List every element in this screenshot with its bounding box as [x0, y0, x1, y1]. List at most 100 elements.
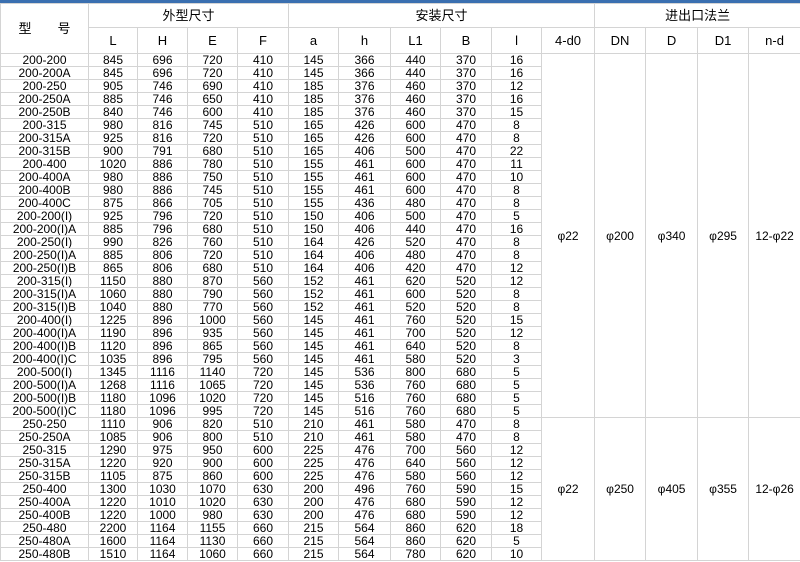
- value-cell: 520: [440, 352, 493, 366]
- value-cell: 816: [137, 118, 188, 132]
- value-cell: 796: [137, 222, 188, 236]
- value-cell: 200: [288, 495, 340, 509]
- value-cell: 410: [236, 105, 290, 119]
- value-cell: 1130: [187, 534, 238, 548]
- flange-d1-cell: φ355: [697, 417, 750, 561]
- value-cell: 12: [491, 495, 543, 509]
- value-cell: 720: [187, 248, 238, 262]
- value-cell: 680: [187, 222, 238, 236]
- value-cell: 1070: [187, 482, 238, 496]
- value-cell: 746: [137, 105, 188, 119]
- column-header: 4-d0: [541, 27, 596, 54]
- model-cell: 200-400(I): [0, 313, 89, 327]
- model-cell: 200-200(I): [0, 209, 89, 223]
- value-cell: 145: [288, 391, 340, 405]
- value-cell: 165: [288, 144, 340, 158]
- value-cell: 470: [440, 131, 493, 145]
- value-cell: 366: [338, 53, 392, 67]
- value-cell: 461: [338, 300, 392, 314]
- value-cell: 496: [338, 482, 392, 496]
- value-cell: 1116: [137, 365, 188, 379]
- value-cell: 845: [88, 53, 138, 67]
- value-cell: 210: [288, 430, 340, 444]
- value-cell: 680: [390, 508, 442, 522]
- value-cell: 370: [440, 105, 493, 119]
- value-cell: 1110: [88, 417, 138, 431]
- value-cell: 560: [236, 287, 290, 301]
- value-cell: 600: [236, 456, 290, 470]
- value-cell: 600: [390, 170, 442, 184]
- value-cell: 790: [187, 287, 238, 301]
- value-cell: 461: [338, 417, 392, 431]
- model-cell: 200-500(I): [0, 365, 89, 379]
- value-cell: 510: [236, 196, 290, 210]
- value-cell: 470: [440, 261, 493, 275]
- table-row: 250-400 1300 1030 1070 630 200 496 760 590 15: [0, 482, 800, 496]
- model-cell: 200-400(I)B: [0, 339, 89, 353]
- value-cell: 935: [187, 326, 238, 340]
- value-cell: 885: [88, 248, 138, 262]
- value-cell: 470: [440, 222, 493, 236]
- value-cell: 1345: [88, 365, 138, 379]
- value-cell: 680: [440, 378, 493, 392]
- table-row: 250-315 1290 975 950 600 225 476 700 560 12: [0, 443, 800, 457]
- value-cell: 1190: [88, 326, 138, 340]
- value-cell: 2200: [88, 521, 138, 535]
- value-cell: 410: [236, 66, 290, 80]
- value-cell: 510: [236, 170, 290, 184]
- value-cell: 16: [491, 222, 543, 236]
- value-cell: 560: [440, 456, 493, 470]
- value-cell: 795: [187, 352, 238, 366]
- value-cell: 155: [288, 183, 340, 197]
- value-cell: 760: [390, 482, 442, 496]
- value-cell: 461: [338, 352, 392, 366]
- table-row: 200-315(I)A 1060 880 790 560 152 461 600 520 8: [0, 287, 800, 301]
- value-cell: 925: [88, 131, 138, 145]
- value-cell: 461: [338, 170, 392, 184]
- value-cell: 520: [390, 235, 442, 249]
- value-cell: 1065: [187, 378, 238, 392]
- value-cell: 806: [137, 261, 188, 275]
- value-cell: 510: [236, 144, 290, 158]
- value-cell: 870: [187, 274, 238, 288]
- value-cell: 10: [491, 170, 543, 184]
- value-cell: 980: [187, 508, 238, 522]
- value-cell: 696: [137, 66, 188, 80]
- value-cell: 510: [236, 222, 290, 236]
- model-cell: 200-200A: [0, 66, 89, 80]
- value-cell: 510: [236, 183, 290, 197]
- value-cell: 12: [491, 443, 543, 457]
- model-cell: 200-315(I)A: [0, 287, 89, 301]
- value-cell: 520: [440, 274, 493, 288]
- value-cell: 406: [338, 261, 392, 275]
- value-cell: 720: [236, 378, 290, 392]
- value-cell: 225: [288, 469, 340, 483]
- model-cell: 200-250(I): [0, 235, 89, 249]
- value-cell: 440: [390, 222, 442, 236]
- value-cell: 476: [338, 508, 392, 522]
- value-cell: 600: [390, 157, 442, 171]
- value-cell: 536: [338, 365, 392, 379]
- value-cell: 510: [236, 417, 290, 431]
- value-cell: 470: [440, 417, 493, 431]
- value-cell: 185: [288, 105, 340, 119]
- value-cell: 906: [137, 430, 188, 444]
- value-cell: 12: [491, 274, 543, 288]
- value-cell: 660: [236, 547, 290, 561]
- table-row: 200-315(I)B 1040 880 770 560 152 461 520 520 8: [0, 300, 800, 314]
- value-cell: 975: [137, 443, 188, 457]
- value-cell: 5: [491, 391, 543, 405]
- value-cell: 720: [236, 404, 290, 418]
- model-cell: 200-315B: [0, 144, 89, 158]
- model-cell: 250-315: [0, 443, 89, 457]
- value-cell: 461: [338, 157, 392, 171]
- value-cell: 640: [390, 456, 442, 470]
- value-cell: 620: [390, 274, 442, 288]
- model-cell: 200-315(I): [0, 274, 89, 288]
- value-cell: 470: [440, 209, 493, 223]
- value-cell: 896: [137, 326, 188, 340]
- value-cell: 680: [187, 144, 238, 158]
- value-cell: 470: [440, 144, 493, 158]
- table-row: 200-500(I)A 1268 1116 1065 720 145 536 760 680 5: [0, 378, 800, 392]
